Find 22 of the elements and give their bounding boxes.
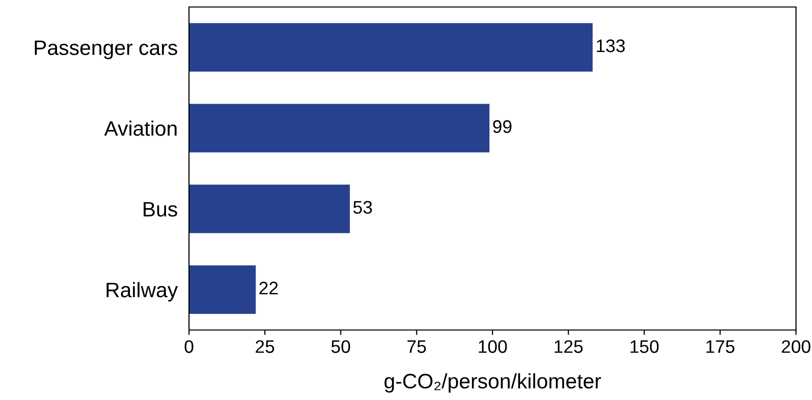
bar xyxy=(189,104,490,152)
y-tick-label: Passenger cars xyxy=(34,40,178,60)
data-label: 133 xyxy=(596,39,625,52)
x-tick-label: 200 xyxy=(782,340,810,353)
y-tick-label: Aviation xyxy=(104,120,177,136)
bar xyxy=(189,265,256,314)
y-tick-label: Railway xyxy=(106,282,178,302)
x-tick-label: 150 xyxy=(630,340,659,353)
data-label: 22 xyxy=(259,282,278,294)
x-tick-label: 0 xyxy=(184,340,194,353)
bar xyxy=(189,184,350,234)
data-label: 99 xyxy=(493,120,512,133)
x-axis-title: g-CO₂/person/kilometer xyxy=(384,373,601,393)
bar xyxy=(189,23,593,72)
x-tick-label: 75 xyxy=(408,340,426,353)
x-tick-label: 100 xyxy=(478,340,507,353)
x-tick-label: 50 xyxy=(331,340,350,353)
x-tick-label: 25 xyxy=(256,340,274,353)
x-tick-label: 125 xyxy=(554,340,583,353)
y-tick-label: Bus xyxy=(144,202,178,217)
data-label: 53 xyxy=(353,200,372,214)
x-tick-label: 175 xyxy=(706,340,734,353)
